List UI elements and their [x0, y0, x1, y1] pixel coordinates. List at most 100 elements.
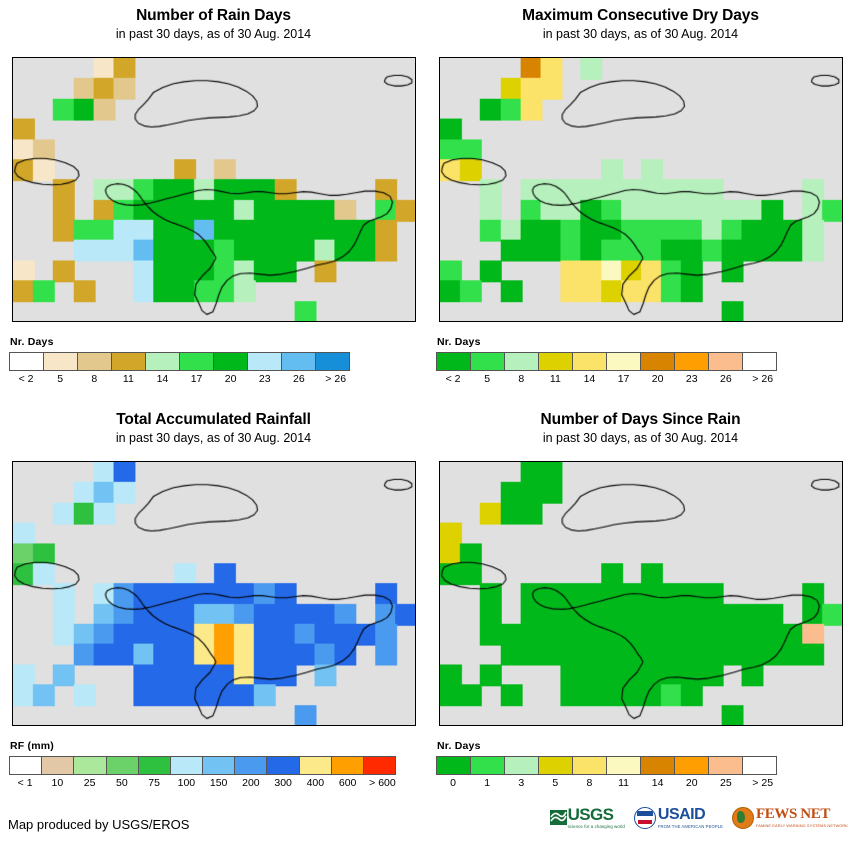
map-panel-days-since-rain: Number of Days Since Rain in past 30 day… — [427, 404, 854, 789]
legend-label: 200 — [242, 777, 260, 789]
map-panel-total-accumulated-rainfall: Total Accumulated Rainfall in past 30 da… — [0, 404, 427, 789]
legend-swatch — [138, 757, 171, 774]
legend-label: 10 — [51, 777, 64, 789]
legend-label: 600 — [338, 777, 357, 789]
legend-bar — [9, 756, 396, 775]
panel-subtitle: in past 30 days, as of 30 Aug. 2014 — [115, 431, 312, 446]
legend-bar — [9, 352, 350, 371]
legend-label: 17 — [617, 373, 630, 385]
fews-net-logo: FEWS NET FAMINE EARLY WARNING SYSTEMS NE… — [732, 806, 848, 829]
legend-label: 20 — [651, 373, 664, 385]
map-frame-total-accumulated-rainfall[interactable] — [12, 461, 416, 726]
usgs-wordmark: USGS — [567, 805, 614, 824]
legend-title: Nr. Days — [437, 740, 481, 752]
panel-title: Total Accumulated Rainfall — [116, 411, 311, 428]
fews-wordmark: FEWS NET — [756, 806, 830, 822]
legend-swatch — [235, 757, 268, 774]
legend-swatch — [248, 353, 282, 370]
panel-subtitle: in past 30 days, as of 30 Aug. 2014 — [542, 431, 739, 446]
legend-swatch — [505, 757, 539, 774]
legend-label: 75 — [148, 777, 160, 789]
legend-swatch — [106, 757, 139, 774]
legend-swatch — [675, 757, 709, 774]
legend-labels: < 2 5 8 11 14 17 20 23 26 > 26 — [436, 373, 777, 389]
legend-bar — [436, 756, 777, 775]
panel-title: Number of Days Since Rain — [540, 411, 741, 428]
legend-labels: < 1 10 25 50 75 100 150 200 300 400 600 > 600 — [9, 777, 396, 793]
legend-label: > 25 — [752, 777, 774, 789]
raster-map-max-consecutive-dry-days — [440, 58, 842, 321]
legend-total-accumulated-rainfall: RF (mm) < 1 10 25 50 75 100 150 200 300 400 600 > 6… — [9, 740, 419, 793]
usaid-seal-icon — [633, 806, 656, 829]
raster-map-days-since-rain — [440, 462, 842, 725]
legend-label: 14 — [583, 373, 596, 385]
legend-label: 5 — [484, 373, 491, 385]
legend-swatch — [146, 353, 180, 370]
fews-globe-icon — [732, 806, 755, 829]
legend-label: 5 — [57, 373, 64, 385]
legend-swatch — [42, 757, 75, 774]
usaid-wordmark: USAID — [657, 805, 706, 823]
usgs-wave-icon — [549, 810, 567, 825]
legend-label: 23 — [685, 373, 698, 385]
panel-subtitle: in past 30 days, as of 30 Aug. 2014 — [115, 27, 312, 42]
legend-swatch — [170, 757, 204, 774]
panel-title: Maximum Consecutive Dry Days — [522, 7, 759, 24]
legend-swatch — [709, 757, 743, 774]
legend-swatch — [743, 757, 776, 774]
usgs-logo: USGS science for a changing world — [549, 806, 625, 829]
map-frame-rain-days[interactable] — [12, 57, 416, 322]
map-frame-max-consecutive-dry-days[interactable] — [439, 57, 843, 322]
legend-swatch — [267, 757, 300, 774]
legend-label: 0 — [450, 777, 456, 789]
legend-swatch — [180, 353, 214, 370]
panel-title: Number of Rain Days — [136, 7, 291, 24]
legend-swatch — [331, 757, 364, 774]
usaid-logo: USAID FROM THE AMERICAN PEOPLE — [633, 805, 723, 829]
legend-label: 14 — [156, 373, 169, 385]
legend-label: 5 — [552, 777, 559, 789]
raster-map-rain-days — [13, 58, 415, 321]
legend-swatch — [299, 757, 332, 774]
legend-label: 11 — [618, 777, 629, 789]
legend-swatch — [316, 353, 349, 370]
legend-swatch — [437, 353, 471, 370]
legend-label: < 1 — [17, 777, 33, 789]
agency-logo-row: USGS science for a changing world USAID … — [549, 805, 848, 829]
usgs-text-block: USGS science for a changing world — [568, 806, 625, 829]
legend-label: 8 — [91, 373, 98, 385]
legend-days-since-rain: Nr. Days 0 1 3 5 8 11 14 20 25 > 25 — [436, 740, 846, 793]
footer-credit: Map produced by USGS/EROS — [8, 817, 190, 832]
fews-tagline: FAMINE EARLY WARNING SYSTEMS NETWORK — [756, 823, 848, 828]
legend-swatch — [675, 353, 709, 370]
legend-label: 23 — [258, 373, 271, 385]
panel-subtitle: in past 30 days, as of 30 Aug. 2014 — [542, 27, 739, 42]
legend-label: 50 — [116, 777, 128, 789]
legend-swatch — [282, 353, 316, 370]
legend-swatch — [539, 757, 573, 774]
map-frame-days-since-rain[interactable] — [439, 461, 843, 726]
legend-label: 25 — [720, 777, 732, 789]
legend-label: 11 — [549, 373, 561, 385]
legend-swatch — [607, 757, 641, 774]
legend-swatch — [203, 757, 236, 774]
legend-label: 14 — [651, 777, 664, 789]
legend-label: 26 — [293, 373, 305, 385]
legend-swatch — [607, 353, 641, 370]
legend-label: > 26 — [752, 373, 774, 385]
legend-label: 8 — [586, 777, 593, 789]
legend-swatch — [641, 757, 675, 774]
legend-swatch — [10, 353, 44, 370]
legend-label: 3 — [518, 777, 525, 789]
legend-label: 400 — [306, 777, 325, 789]
legend-label: 100 — [177, 777, 196, 789]
raster-map-total-accumulated-rainfall — [13, 462, 415, 725]
legend-max-consecutive-dry-days: Nr. Days < 2 5 8 11 14 17 20 23 26 > 26 — [436, 336, 846, 389]
legend-swatch — [539, 353, 573, 370]
legend-swatch — [10, 757, 43, 774]
legend-bar — [436, 352, 777, 371]
map-panel-rain-days: Number of Rain Days in past 30 days, as … — [0, 0, 427, 385]
legend-labels: < 2 5 8 11 14 17 20 23 26 > 26 — [9, 373, 350, 389]
legend-swatch — [214, 353, 248, 370]
legend-rain-days: Nr. Days < 2 5 8 11 14 17 20 23 26 > 26 — [9, 336, 419, 389]
